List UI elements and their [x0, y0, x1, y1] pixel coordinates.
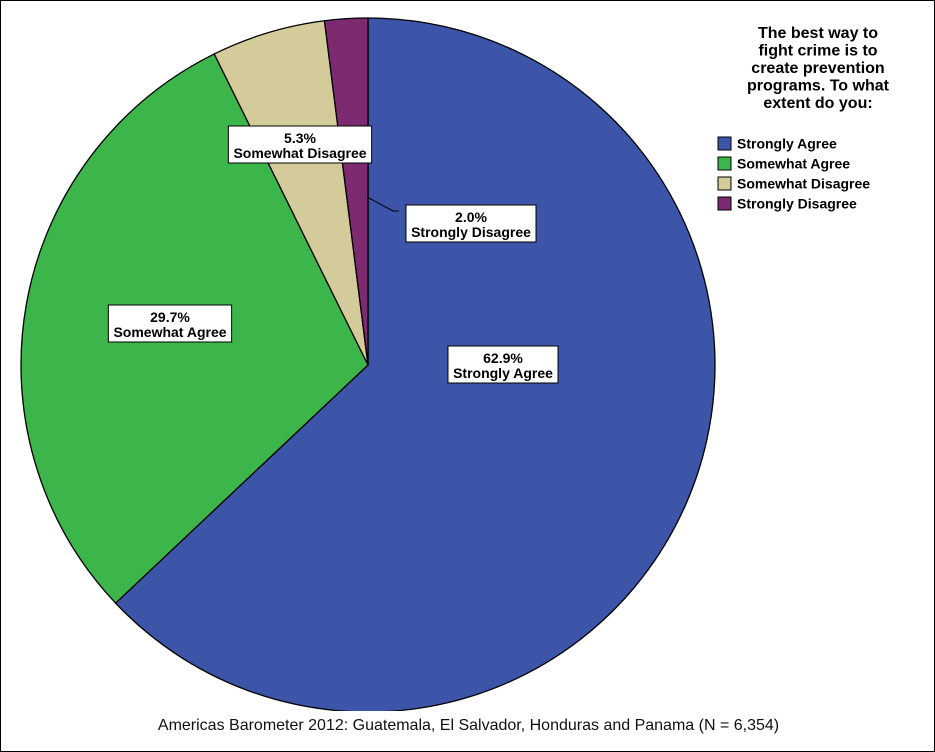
- legend-swatch: [717, 196, 732, 211]
- legend-title-line: fight crime is to: [758, 43, 877, 60]
- slice-label-name: Strongly Agree: [453, 365, 553, 381]
- legend-title: The best way to fight crime is to create p…: [747, 25, 890, 112]
- slice-label-box: [107, 304, 233, 343]
- slice-labels: 62.9%Strongly Agree 29.7%Somewhat Agree 5.…: [107, 125, 559, 384]
- legend-items: Strongly Agree Somewhat Agree Somewhat Dis…: [717, 136, 870, 212]
- legend-swatch: [717, 136, 732, 151]
- legend-label: Somewhat Disagree: [737, 176, 870, 192]
- legend-item-strongly-disagree: Strongly Disagree: [717, 196, 857, 212]
- slice-label-percent: 29.7%: [150, 309, 190, 325]
- slice-label-strongly-agree: 62.9%Strongly Agree: [447, 345, 559, 384]
- legend-item-strongly-agree: Strongly Agree: [717, 136, 837, 152]
- slice-label-percent: 62.9%: [483, 350, 523, 366]
- slice-label-percent: 2.0%: [455, 209, 487, 225]
- legend-title-line: programs. To what: [747, 78, 890, 95]
- pie-slices: [20, 17, 716, 711]
- legend-label: Strongly Disagree: [737, 196, 857, 212]
- legend-title-line: extent do you:: [763, 95, 872, 112]
- slice-label-box: [227, 125, 373, 164]
- slice-label-box: [405, 204, 537, 243]
- slice-label-strongly-disagree: 2.0%Strongly Disagree: [405, 204, 537, 243]
- legend-label: Somewhat Agree: [737, 156, 850, 172]
- legend-swatch: [717, 176, 732, 191]
- slice-label-percent: 5.3%: [284, 130, 316, 146]
- slice-label-name: Somewhat Disagree: [233, 145, 366, 161]
- legend-item-somewhat-disagree: Somewhat Disagree: [717, 176, 870, 192]
- slice-label-box: [447, 345, 559, 384]
- legend-title-line: The best way to: [758, 25, 878, 42]
- chart-caption: Americas Barometer 2012: Guatemala, El S…: [157, 717, 780, 734]
- slice-label-somewhat-agree: 29.7%Somewhat Agree: [107, 304, 233, 343]
- legend-title-line: create prevention: [751, 60, 884, 77]
- label-leaders: [366, 196, 399, 212]
- pie-slice-strongly-agree: [114, 17, 716, 711]
- legend-swatch: [717, 156, 732, 171]
- slice-label-somewhat-disagree: 5.3%Somewhat Disagree: [227, 125, 373, 164]
- slice-label-name: Strongly Disagree: [411, 224, 531, 240]
- pie-slice-strongly-disagree: [323, 17, 369, 366]
- legend: The best way to fight crime is to create p…: [717, 25, 890, 212]
- legend-item-somewhat-agree: Somewhat Agree: [717, 156, 850, 172]
- leader-line-strongly-disagree: [366, 196, 399, 212]
- slice-label-name: Somewhat Agree: [113, 324, 226, 340]
- legend-label: Strongly Agree: [737, 136, 837, 152]
